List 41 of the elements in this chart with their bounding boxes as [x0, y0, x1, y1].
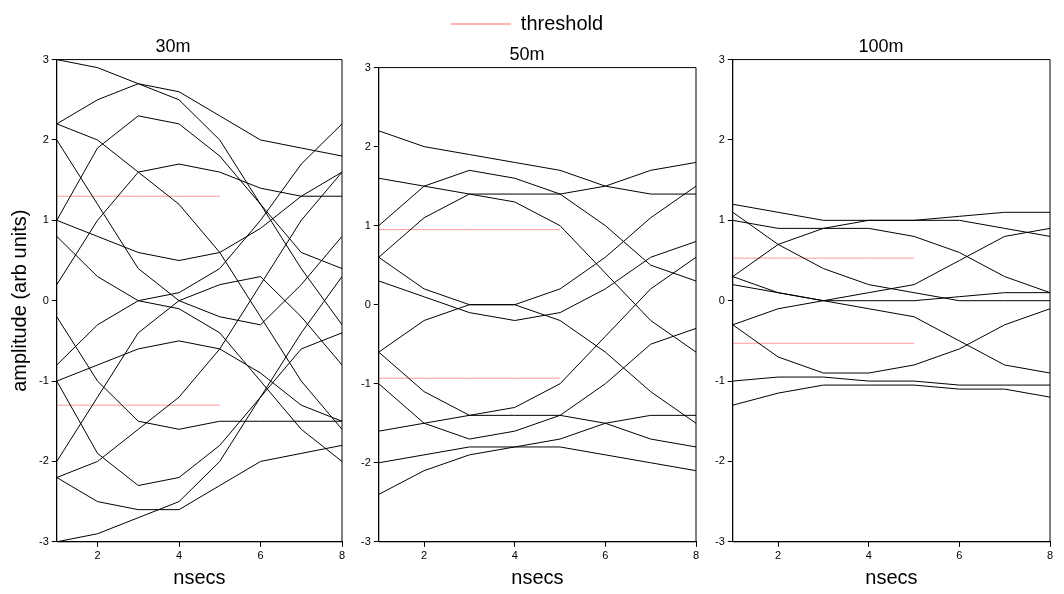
y-tick-label: 0: [364, 297, 371, 310]
legend-label: threshold: [520, 11, 604, 34]
x-tick-label: 2: [94, 549, 101, 562]
y-tick-label: -3: [361, 534, 371, 547]
x-axis-title: nsecs: [865, 565, 918, 588]
x-tick-label: 4: [865, 549, 872, 562]
x-tick-label: 8: [338, 549, 346, 562]
y-tick-label: 3: [42, 52, 49, 65]
x-tick-label: 6: [602, 549, 609, 562]
y-tick-label: -1: [715, 374, 725, 387]
x-tick-label: 8: [1046, 549, 1054, 562]
y-tick-label: 3: [718, 52, 725, 65]
y-tick-label: -2: [715, 454, 725, 467]
y-tick-label: -2: [361, 455, 371, 468]
x-tick-label: 6: [257, 549, 264, 562]
y-tick-label: 2: [42, 133, 49, 145]
x-tick-label: 4: [511, 549, 518, 562]
x-tick-label: 8: [692, 549, 700, 562]
y-tick-label: -1: [361, 376, 371, 389]
y-tick-label: -1: [39, 374, 49, 387]
y-tick-label: 0: [42, 293, 49, 306]
y-tick-label: -2: [39, 454, 49, 467]
x-axis-title: nsecs: [173, 565, 226, 588]
chart-title: 50m: [509, 43, 545, 64]
y-tick-label: 0: [718, 293, 725, 306]
x-tick-label: 2: [775, 549, 782, 562]
y-tick-label: 1: [42, 213, 49, 226]
y-tick-label: -3: [39, 534, 49, 547]
y-tick-label: 3: [364, 60, 371, 73]
y-tick-label: -3: [715, 534, 725, 547]
y-tick-label: 2: [718, 133, 725, 145]
chart-title: 100m: [858, 35, 904, 56]
x-tick-label: 6: [956, 549, 963, 562]
y-axis-title: amplitude (arb units): [7, 209, 30, 392]
y-tick-label: 1: [364, 218, 371, 231]
chart-title: 30m: [155, 35, 191, 56]
x-tick-label: 4: [175, 549, 183, 562]
x-tick-label: 2: [421, 549, 428, 562]
y-tick-label: 2: [364, 139, 371, 152]
x-axis-title: nsecs: [511, 565, 564, 588]
y-tick-label: 1: [718, 213, 725, 226]
